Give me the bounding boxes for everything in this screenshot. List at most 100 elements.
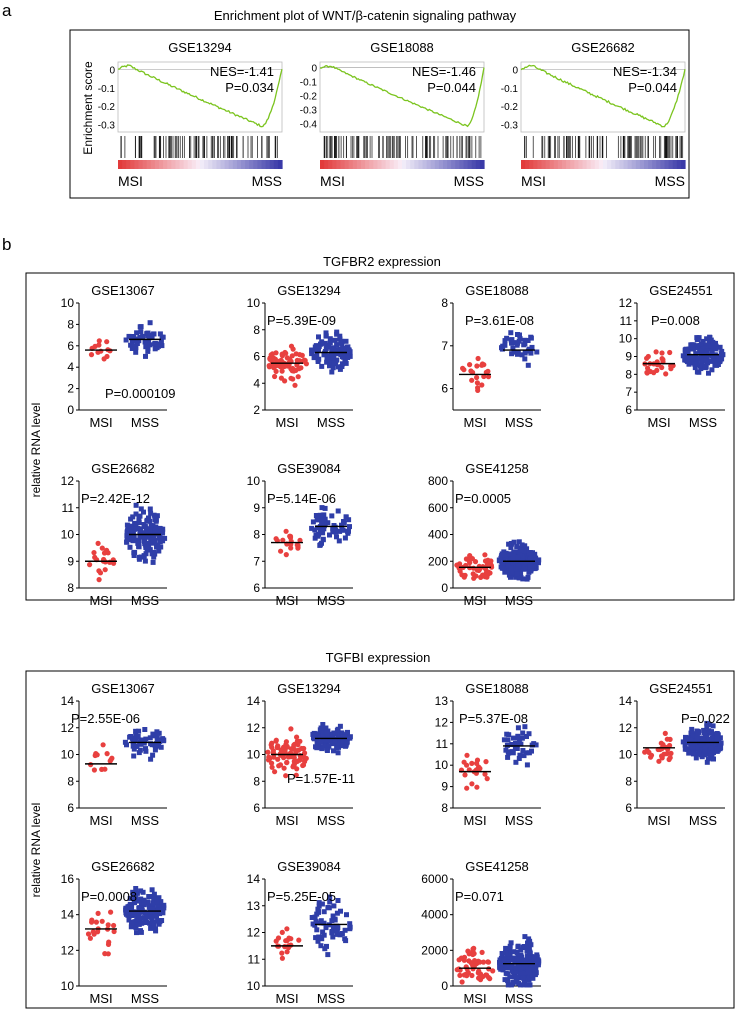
gsea-rank-bar-segment: [344, 160, 350, 169]
dot-plot-title: GSE26682: [91, 461, 155, 476]
mss-point: [713, 353, 719, 359]
mss-point: [130, 738, 136, 744]
mss-point: [137, 334, 143, 340]
gsea-plot-box: [319, 61, 485, 133]
gsea-rank-bar-segment: [545, 160, 551, 169]
mss-point: [686, 355, 691, 360]
mss-point: [156, 530, 162, 535]
mss-point: [514, 746, 520, 751]
msi-point: [457, 972, 463, 979]
mss-point: [524, 948, 530, 954]
gsea-rank-bar-segment: [167, 160, 172, 169]
mss-point: [690, 733, 696, 739]
y-tick-label: 11: [62, 501, 75, 515]
mss-point: [327, 340, 333, 346]
mss-point: [314, 354, 319, 359]
msi-point: [288, 343, 295, 349]
msi-point: [278, 363, 284, 369]
msi-point: [469, 972, 475, 979]
mss-point: [500, 561, 506, 567]
mss-point: [148, 523, 154, 528]
msi-point: [301, 745, 307, 752]
gsea-tick-label: -0.1: [501, 84, 519, 95]
gsea-enrichment-curve: [117, 64, 283, 128]
y-tick-label: 8: [441, 801, 448, 815]
mss-point: [318, 739, 324, 745]
gsea-rank-bar-segment: [320, 160, 325, 169]
msi-point: [297, 753, 303, 759]
gsea-title: Enrichment plot of WNT/β-catenin signali…: [214, 8, 517, 23]
mss-point: [132, 526, 138, 532]
msi-point: [91, 767, 97, 773]
y-tick-label: 10: [61, 528, 75, 542]
y-tick-label: 9: [625, 350, 632, 364]
mss-point: [131, 897, 137, 903]
msi-point: [487, 570, 493, 576]
mss-point: [141, 522, 147, 527]
msi-point: [107, 758, 113, 764]
msi-point: [273, 938, 279, 944]
gsea-rank-bar-segment: [443, 160, 448, 169]
mss-point: [157, 911, 163, 917]
mss-point: [701, 727, 707, 733]
gsea-rank-bar-segment: [598, 160, 604, 169]
mss-point: [319, 520, 325, 525]
msi-point: [661, 751, 667, 757]
msi-point: [667, 349, 673, 356]
mss-point: [327, 532, 332, 538]
msi-point: [296, 937, 302, 943]
mss-point: [511, 735, 516, 741]
mss-point: [329, 369, 335, 375]
mss-point: [338, 743, 344, 749]
mss-point: [516, 738, 522, 744]
mss-point: [133, 349, 139, 355]
mss-point: [323, 330, 329, 336]
p-value-label: P=0.000109: [105, 386, 175, 401]
mss-point: [332, 916, 338, 922]
msi-point: [104, 353, 110, 360]
mss-point: [326, 344, 332, 350]
msi-point: [105, 550, 111, 556]
msi-point: [272, 373, 278, 380]
group-label: MSS: [505, 415, 534, 430]
msi-point: [273, 368, 279, 374]
msi-point: [472, 958, 478, 964]
mss-point: [157, 535, 163, 541]
group-label: MSI: [89, 813, 112, 828]
mss-point: [706, 728, 712, 734]
mss-point: [332, 524, 338, 530]
group-label: MSS: [317, 593, 346, 608]
msi-point: [454, 562, 460, 568]
mss-point: [509, 742, 515, 747]
mss-point: [124, 522, 130, 528]
mss-point: [702, 736, 708, 742]
msi-point: [487, 559, 493, 565]
mss-point: [334, 727, 340, 733]
mss-point: [344, 740, 350, 746]
p-value-label: P=5.39E-09: [267, 313, 336, 328]
y-tick-label: 7: [253, 554, 260, 568]
gsea-tick-label: -0.2: [300, 92, 318, 103]
y-tick-label: 6: [253, 581, 260, 595]
gsea-rank-bar-segment: [627, 160, 633, 169]
mss-point: [695, 729, 701, 734]
mss-point: [327, 894, 333, 900]
mss-point: [689, 726, 695, 732]
msi-point: [108, 909, 114, 915]
mss-point: [156, 341, 162, 347]
msi-point: [667, 755, 673, 761]
gsea-rank-bar-segment: [118, 160, 123, 169]
y-tick-label: 11: [620, 314, 633, 328]
group-label: MSS: [689, 813, 718, 828]
p-value-label: P=2.55E-06: [71, 711, 140, 726]
mss-point: [143, 748, 149, 754]
mss-point: [505, 737, 511, 743]
mss-point: [154, 527, 159, 533]
mss-point: [342, 358, 348, 364]
gsea-rank-bar-segment: [183, 160, 189, 169]
msi-point: [300, 762, 306, 769]
mss-point: [125, 904, 131, 910]
gsea-rank-bar-segment: [273, 160, 279, 169]
mss-point: [153, 518, 159, 524]
msi-point: [465, 970, 471, 976]
